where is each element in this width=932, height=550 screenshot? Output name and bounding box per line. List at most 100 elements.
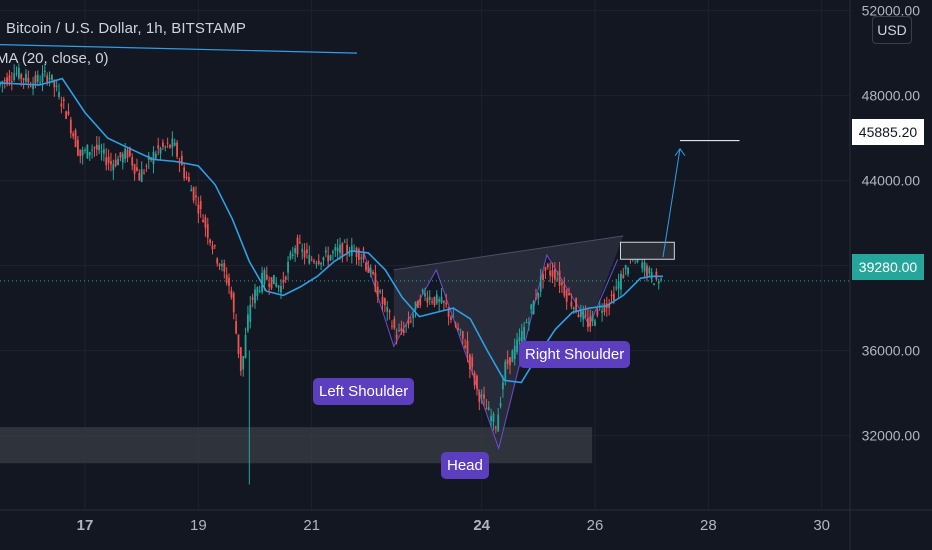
candle-body — [232, 293, 235, 313]
candle-body — [570, 301, 573, 307]
candle-body — [454, 323, 457, 327]
candle-body — [268, 283, 271, 287]
x-tick-label: 19 — [190, 517, 207, 534]
candle-body — [242, 356, 245, 370]
y-tick-label: 48000.00 — [862, 88, 921, 104]
candle-body — [400, 328, 403, 331]
candle-body — [433, 296, 436, 306]
candle-body — [424, 292, 426, 297]
candle-body — [558, 270, 561, 286]
candle-body — [428, 296, 431, 300]
currency-label[interactable]: USD — [872, 16, 912, 44]
candle-body — [646, 265, 648, 277]
candle-body — [84, 149, 86, 151]
candle-body — [627, 267, 629, 275]
candle-body — [374, 272, 377, 292]
candle-body — [615, 287, 618, 289]
candle-body — [221, 264, 223, 267]
candle-body — [549, 270, 552, 276]
candle-body — [154, 153, 157, 159]
candle-body — [192, 187, 195, 201]
candle-body — [114, 159, 117, 166]
candle-body — [0, 82, 1, 86]
candle-body — [77, 139, 79, 156]
candle-body — [476, 375, 478, 389]
candle-body — [383, 298, 386, 306]
candle-body — [230, 290, 233, 298]
candle-body — [128, 147, 131, 156]
candle-body — [372, 271, 374, 275]
candle-body — [306, 249, 308, 254]
candle-body — [412, 314, 415, 319]
chart-title[interactable]: Bitcoin / U.S. Dollar, 1h, BITSTAMP — [6, 20, 246, 37]
candle-body — [251, 297, 254, 300]
candle-body — [324, 250, 327, 253]
candle-body — [435, 294, 438, 304]
candle-body — [282, 280, 285, 283]
candle-body — [291, 254, 294, 256]
candle-body — [414, 301, 417, 310]
candle-body — [62, 99, 65, 101]
candle-body — [29, 86, 32, 88]
candle-body — [525, 322, 528, 324]
candle-body — [254, 289, 256, 304]
right-shoulder-label: Right Shoulder — [519, 341, 631, 368]
candle-body — [402, 329, 405, 334]
candle-body — [187, 177, 190, 182]
candle-body — [341, 243, 344, 257]
candle-body — [398, 330, 400, 332]
candle-body — [10, 80, 13, 82]
candle-body — [587, 318, 589, 328]
candle-body — [183, 167, 186, 179]
x-tick-label: 30 — [813, 517, 830, 534]
candle-body — [532, 300, 535, 315]
candle-body — [461, 331, 464, 339]
candle-body — [237, 334, 240, 354]
candle-body — [166, 142, 169, 144]
candle-body — [584, 314, 587, 316]
candle-body — [527, 322, 530, 324]
candle-body — [216, 258, 219, 264]
indicator-label[interactable]: MA (20, close, 0) — [0, 50, 109, 67]
candle-body — [582, 311, 585, 320]
candle-body — [102, 149, 105, 154]
candle-body — [450, 316, 452, 320]
candle-body — [58, 92, 60, 98]
candle-body — [608, 303, 611, 308]
candle-body — [334, 247, 337, 251]
candle-body — [565, 290, 568, 302]
candle-body — [213, 245, 216, 247]
candle-body — [258, 290, 261, 292]
candle-body — [169, 144, 171, 148]
candle-body — [119, 152, 122, 158]
candle-body — [247, 314, 249, 331]
candle-body — [199, 201, 202, 210]
candle-body — [95, 144, 98, 150]
candle-body — [381, 296, 384, 305]
candle-body — [452, 316, 455, 318]
candle-body — [36, 74, 39, 82]
candle-body — [409, 321, 412, 323]
candle-body — [145, 165, 148, 167]
candle-body — [518, 337, 521, 341]
candle-body — [131, 157, 134, 166]
candle-body — [459, 329, 462, 331]
candle-body — [133, 164, 136, 174]
candle-body — [355, 247, 358, 257]
candle-body — [365, 262, 367, 271]
candle-body — [516, 339, 518, 353]
candle-body — [332, 251, 334, 253]
candle-body — [617, 281, 620, 289]
candle-body — [53, 80, 56, 88]
candle-body — [426, 297, 429, 303]
candle-body — [504, 361, 507, 380]
candle-body — [228, 277, 230, 286]
target-arrow-line — [662, 148, 681, 258]
candle-body — [648, 267, 651, 274]
candle-body — [206, 224, 209, 238]
x-tick-label: 28 — [700, 517, 717, 534]
target-arrow-head — [674, 147, 686, 157]
candle-body — [225, 274, 228, 284]
candle-body — [20, 74, 23, 79]
